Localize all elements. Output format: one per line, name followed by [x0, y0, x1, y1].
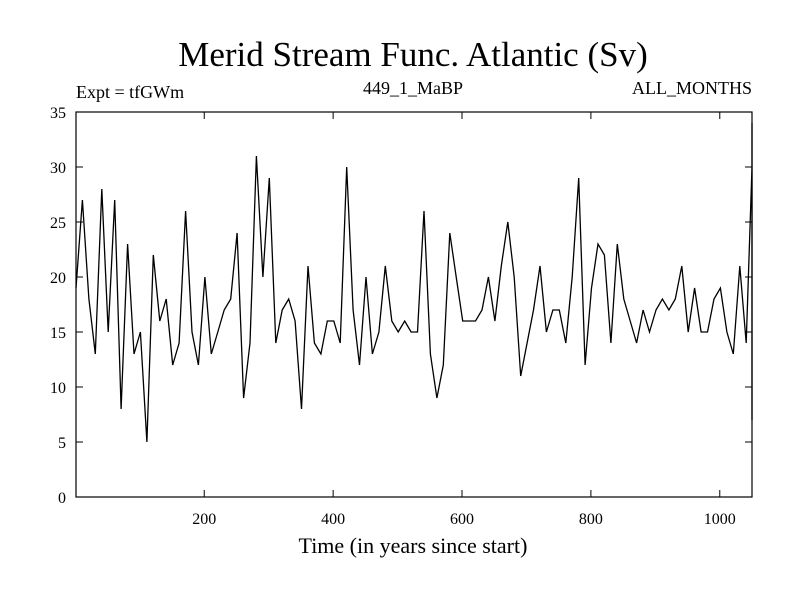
y-tick-label: 35: [50, 105, 66, 122]
y-tick-label: 25: [50, 215, 66, 232]
y-tick-label: 10: [50, 380, 66, 397]
months-label: ALL_MONTHS: [632, 78, 752, 98]
series-group: [75, 123, 753, 443]
y-tick-label: 15: [50, 325, 66, 342]
x-tick-label: 600: [450, 511, 474, 528]
x-axis-label: Time (in years since start): [299, 533, 528, 558]
y-tick-label: 30: [50, 160, 66, 177]
x-tick-label: 800: [579, 511, 603, 528]
chart-title: Merid Stream Func. Atlantic (Sv): [178, 35, 648, 74]
y-tick-label: 0: [58, 490, 66, 507]
x-tick-label: 200: [192, 511, 216, 528]
y-tick-label: 5: [58, 435, 66, 452]
x-tick-label: 400: [321, 511, 345, 528]
run-id-label: 449_1_MaBP: [363, 78, 463, 98]
series-line: [75, 123, 753, 443]
plot-frame: [75, 111, 753, 498]
y-tick-label: 20: [50, 270, 66, 287]
x-tick-label: 1000: [704, 511, 736, 528]
experiment-label: Expt = tfGWm: [76, 82, 184, 102]
axes: 0 5 10 15 20 25 30 35 200 400 600 800 1000: [50, 105, 753, 528]
